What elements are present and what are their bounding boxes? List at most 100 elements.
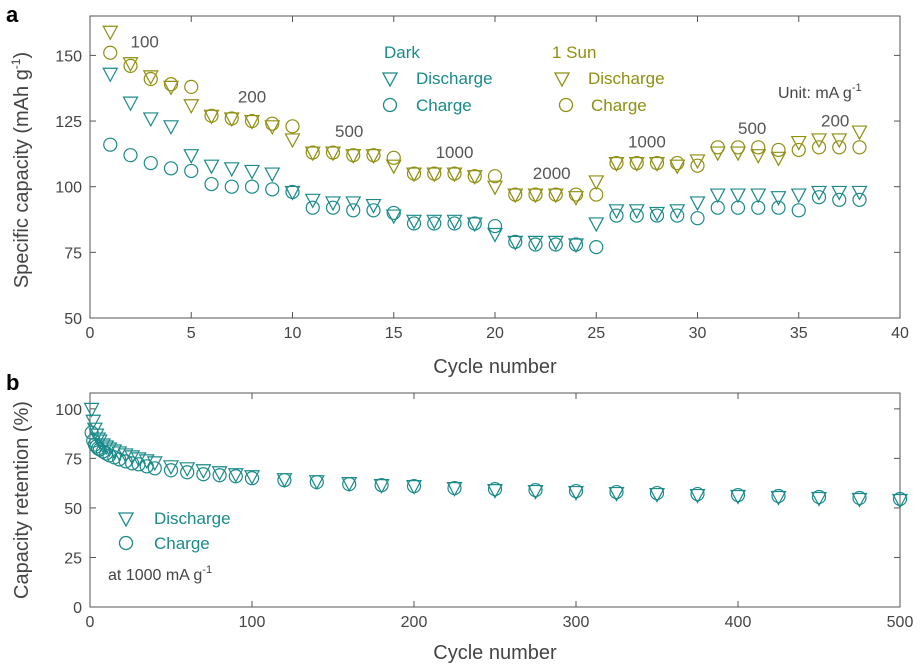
- x-tick-label: 0: [86, 325, 95, 342]
- data-point: [163, 161, 179, 176]
- legend-dark-discharge-label: Discharge: [416, 69, 493, 88]
- data-point: [729, 489, 747, 505]
- panel-a-label: a: [6, 2, 19, 27]
- data-point: [527, 188, 544, 204]
- data-point: [345, 196, 362, 212]
- data-point: [162, 460, 180, 476]
- data-point: [810, 491, 828, 507]
- data-point: [284, 133, 301, 149]
- data-point: [102, 67, 119, 83]
- panel-b-y-axis-label: Capacity retention (%): [11, 401, 33, 599]
- data-point: [669, 159, 686, 175]
- data-point: [85, 414, 102, 430]
- panel-a-y-axis-label-main: Specific capacity (mAh g: [11, 69, 33, 288]
- data-point: [406, 166, 422, 181]
- data-point: [243, 114, 261, 130]
- rate-label: 2000: [533, 164, 571, 183]
- data-point: [770, 191, 787, 206]
- data-point: [426, 214, 443, 230]
- data-point: [125, 456, 140, 471]
- data-point: [103, 45, 118, 60]
- rate-label: 1000: [628, 132, 666, 151]
- data-point: [212, 468, 227, 483]
- data-point: [690, 158, 705, 173]
- data-point: [810, 185, 828, 201]
- data-point: [791, 142, 806, 158]
- panel-a: a 0 5 10 15 20 25 30 35 40 50 75 100 125 150 100 200 50…: [6, 2, 909, 378]
- legend-sun-charge-label: Charge: [591, 96, 647, 115]
- data-point: [628, 204, 645, 220]
- data-point: [508, 187, 523, 202]
- panel-b-legend: Discharge Charge: [117, 509, 231, 553]
- legend-b-discharge-marker: [117, 512, 135, 528]
- data-point: [447, 216, 462, 231]
- data-point: [142, 112, 159, 128]
- x-tick-label: 500: [887, 614, 914, 631]
- data-point: [568, 483, 584, 499]
- data-point: [446, 482, 463, 497]
- data-point: [790, 188, 807, 204]
- data-point: [227, 468, 244, 484]
- data-point: [609, 208, 624, 223]
- data-point: [771, 142, 786, 158]
- data-point: [567, 485, 585, 501]
- data-point: [852, 140, 867, 155]
- data-point: [426, 167, 443, 183]
- data-point: [309, 475, 324, 490]
- data-point: [123, 58, 138, 73]
- data-point: [203, 159, 220, 175]
- data-point: [628, 156, 645, 172]
- data-point: [730, 140, 746, 155]
- data-point: [346, 203, 361, 218]
- data-point: [304, 146, 321, 162]
- data-point: [648, 206, 666, 222]
- data-point: [427, 166, 442, 181]
- data-point: [709, 188, 726, 204]
- data-point: [486, 227, 504, 243]
- data-point: [223, 162, 240, 178]
- data-point: [670, 155, 685, 171]
- data-point: [405, 167, 423, 183]
- data-point: [730, 200, 746, 215]
- data-point: [342, 477, 357, 492]
- data-point: [750, 149, 767, 164]
- data-point: [690, 211, 705, 226]
- data-point: [771, 488, 786, 504]
- data-point: [466, 217, 483, 233]
- rate-label: 500: [738, 119, 766, 138]
- panel-b-label: b: [6, 370, 19, 395]
- data-point: [87, 437, 102, 452]
- data-point: [751, 140, 766, 155]
- data-point: [710, 140, 725, 155]
- data-point: [891, 493, 909, 509]
- data-point: [405, 480, 423, 495]
- data-point: [162, 120, 180, 136]
- data-point: [118, 454, 133, 469]
- data-point: [446, 167, 463, 183]
- rate-label: 200: [821, 111, 849, 130]
- data-point: [103, 137, 118, 152]
- data-point: [892, 491, 908, 507]
- data-point: [507, 235, 524, 251]
- data-point: [244, 471, 260, 486]
- data-point: [365, 198, 382, 214]
- y-tick-label: 75: [64, 451, 82, 468]
- data-point: [466, 170, 483, 185]
- legend-dark-title: Dark: [384, 43, 420, 62]
- series-1-charge: [103, 137, 867, 255]
- data-point: [851, 185, 868, 201]
- data-point: [244, 113, 260, 129]
- data-point: [810, 133, 828, 149]
- data-point: [710, 200, 725, 215]
- data-point: [547, 235, 564, 251]
- x-tick-label: 300: [563, 614, 590, 631]
- data-point: [527, 484, 544, 500]
- panel-a-ticks: 0 5 10 15 20 25 30 35 40 50 75 100 125 150: [55, 16, 909, 342]
- y-tick-label: 50: [64, 501, 82, 518]
- data-point: [162, 80, 180, 96]
- data-point: [750, 188, 767, 204]
- data-point: [224, 111, 239, 126]
- data-point: [123, 148, 138, 163]
- data-point: [386, 150, 401, 165]
